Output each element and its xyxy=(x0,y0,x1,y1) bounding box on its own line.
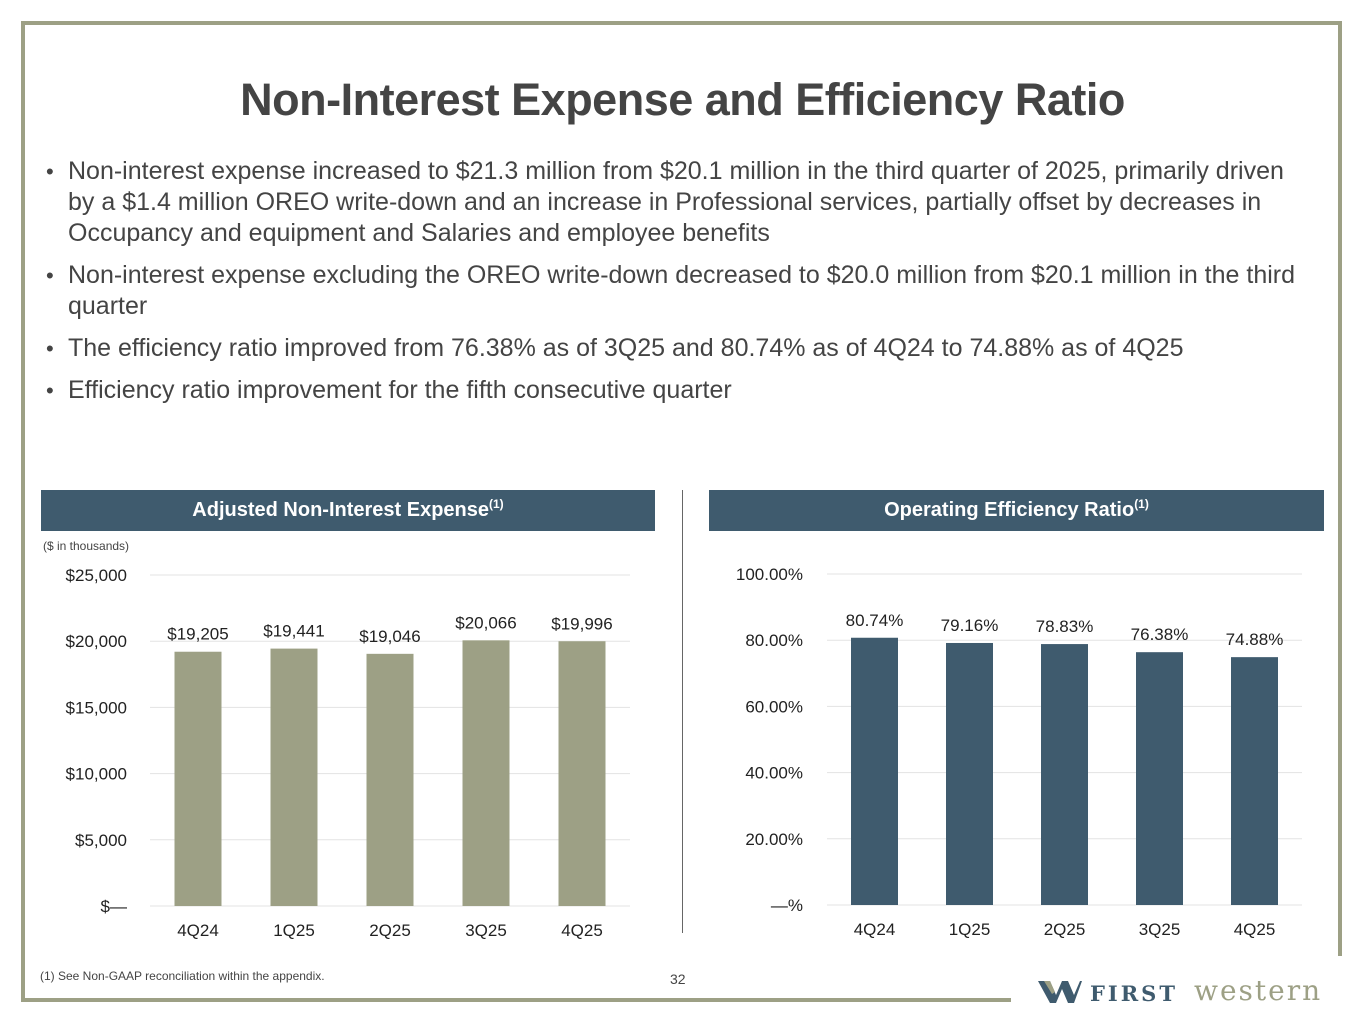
logo-word-first: FIRST xyxy=(1090,981,1178,1006)
logo-word-western: western xyxy=(1194,974,1323,1007)
y-tick-label: $— xyxy=(101,897,127,916)
bar-value-label: 79.16% xyxy=(941,616,999,635)
bar-value-label: $19,996 xyxy=(551,614,612,633)
x-tick-label: 3Q25 xyxy=(1139,920,1181,939)
expense-chart-title: Adjusted Non-Interest Expense xyxy=(192,499,490,521)
frame-right-border xyxy=(1338,21,1342,956)
units-note: ($ in thousands) xyxy=(43,539,130,553)
bar-value-label: 76.38% xyxy=(1131,625,1189,644)
x-tick-label: 4Q25 xyxy=(1234,920,1276,939)
bullet-dot-icon: • xyxy=(46,336,54,361)
efficiency-chart-superscript: (1) xyxy=(1134,497,1149,511)
y-tick-label: $15,000 xyxy=(66,698,127,717)
logo-w-icon xyxy=(1038,981,1082,1003)
company-logo: FIRST western xyxy=(1038,974,1348,1009)
y-tick-label: $5,000 xyxy=(75,831,127,850)
bar xyxy=(851,637,898,905)
y-tick-label: 40.00% xyxy=(745,764,803,783)
bar xyxy=(1041,644,1088,905)
efficiency-chart-header: Operating Efficiency Ratio(1) xyxy=(709,490,1324,531)
bar-value-label: 74.88% xyxy=(1226,630,1284,649)
y-tick-label: $10,000 xyxy=(66,765,127,784)
page-number: 32 xyxy=(670,971,686,987)
y-tick-label: 80.00% xyxy=(745,631,803,650)
expense-chart-header: Adjusted Non-Interest Expense(1) xyxy=(41,490,655,531)
x-tick-label: 1Q25 xyxy=(273,921,315,940)
y-tick-label: $20,000 xyxy=(66,632,127,651)
x-tick-label: 4Q24 xyxy=(177,921,219,940)
bar xyxy=(174,651,222,906)
bullet-item: • The efficiency ratio improved from 76.3… xyxy=(44,333,1314,364)
bar xyxy=(366,653,414,906)
bar-value-label: $19,441 xyxy=(263,622,324,641)
expense-chart-superscript: (1) xyxy=(489,497,504,511)
bullet-text: Non-interest expense excluding the OREO … xyxy=(68,261,1296,320)
bullet-dot-icon: • xyxy=(46,159,54,184)
x-tick-label: 1Q25 xyxy=(949,920,991,939)
bar xyxy=(946,642,993,905)
frame-left-border xyxy=(21,21,25,1001)
bar xyxy=(1136,652,1183,905)
footnote: (1) See Non-GAAP reconciliation within t… xyxy=(40,969,325,983)
y-tick-label: 100.00% xyxy=(736,565,803,584)
x-tick-label: 3Q25 xyxy=(465,921,507,940)
bullet-item: • Non-interest expense excluding the OREO… xyxy=(44,260,1314,322)
bar xyxy=(462,640,510,906)
x-tick-label: 4Q25 xyxy=(561,921,603,940)
y-tick-label: —% xyxy=(771,896,803,915)
bar xyxy=(270,648,318,906)
x-tick-label: 2Q25 xyxy=(1044,920,1086,939)
bullet-text: Non-interest expense increased to $21.3 … xyxy=(68,157,1284,247)
efficiency-chart-title: Operating Efficiency Ratio xyxy=(884,499,1135,521)
slide-title: Non-Interest Expense and Efficiency Rati… xyxy=(240,74,1125,125)
bar xyxy=(558,641,606,906)
bar-value-label: $20,066 xyxy=(455,613,516,632)
bullet-dot-icon: • xyxy=(46,263,54,288)
bar-value-label: $19,205 xyxy=(167,625,228,644)
bullet-list: • Non-interest expense increased to $21.3… xyxy=(44,156,1314,417)
efficiency-bar-chart: —% 20.00% 40.00% 60.00% 80.00% 100.00% 80.74% 4… xyxy=(736,565,1302,939)
y-tick-label: 20.00% xyxy=(745,830,803,849)
bar xyxy=(1231,657,1278,905)
frame-bottom-border xyxy=(21,998,1011,1002)
bullet-dot-icon: • xyxy=(46,378,54,403)
y-tick-label: 60.00% xyxy=(745,697,803,716)
y-tick-label: $25,000 xyxy=(66,566,127,585)
expense-bar-chart: $— $5,000 $10,000 $15,000 $20,000 $25,000 $19,… xyxy=(66,566,630,940)
bullet-text: Efficiency ratio improvement for the fif… xyxy=(68,376,732,404)
bullet-item: • Non-interest expense increased to $21.3… xyxy=(44,156,1314,249)
bullet-item: • Efficiency ratio improvement for the fi… xyxy=(44,375,1314,406)
bar-value-label: 78.83% xyxy=(1036,617,1094,636)
bar-value-label: 80.74% xyxy=(846,611,904,630)
x-tick-label: 2Q25 xyxy=(369,921,411,940)
frame-top-border xyxy=(21,21,1342,25)
bar-value-label: $19,046 xyxy=(359,627,420,646)
chart-divider xyxy=(682,490,683,933)
x-tick-label: 4Q24 xyxy=(854,920,896,939)
bullet-text: The efficiency ratio improved from 76.38… xyxy=(68,334,1184,362)
